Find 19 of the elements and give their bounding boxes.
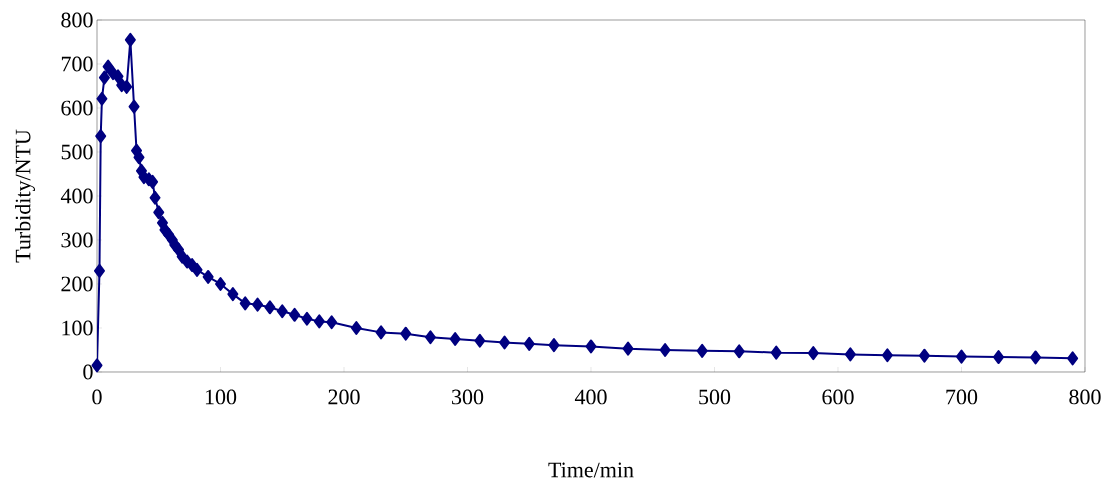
- y-tick-label: 700: [61, 56, 93, 72]
- y-tick-label: 800: [61, 12, 93, 28]
- y-tick-label: 200: [61, 276, 93, 292]
- x-tick-label: 300: [452, 389, 484, 405]
- x-tick-label: 600: [822, 389, 854, 405]
- x-tick-label: 500: [699, 389, 731, 405]
- x-tick-label: 100: [205, 389, 237, 405]
- y-tick-label: 0: [83, 364, 93, 380]
- y-tick-label: 300: [61, 232, 93, 248]
- x-tick-label: 800: [1069, 389, 1101, 405]
- y-axis-title: Turbidity/NTU: [15, 129, 36, 263]
- y-tick-label: 400: [60, 188, 93, 204]
- x-tick-label: 700: [946, 389, 978, 405]
- x-tick-label: 400: [574, 389, 607, 405]
- x-axis-title: Time/min: [548, 462, 634, 478]
- y-tick-label: 100: [62, 320, 93, 336]
- x-tick-label: 200: [328, 389, 360, 405]
- y-tick-label: 600: [61, 100, 93, 116]
- y-tick-label: 500: [61, 144, 93, 160]
